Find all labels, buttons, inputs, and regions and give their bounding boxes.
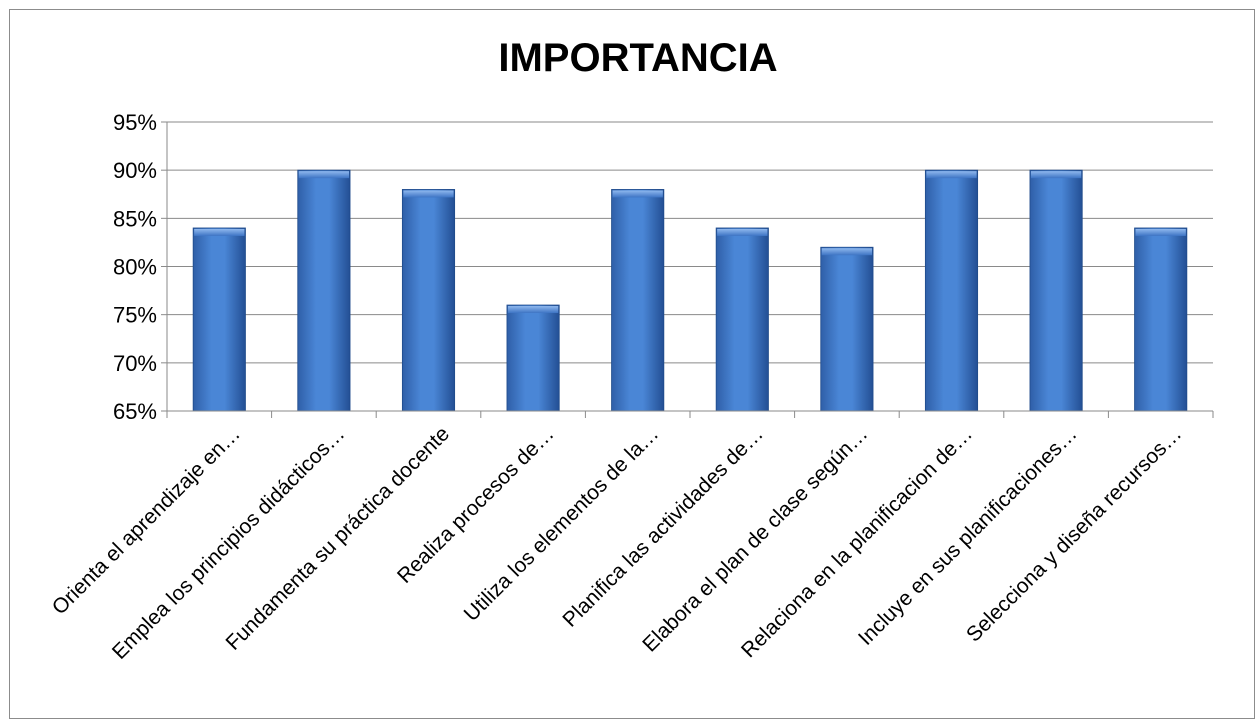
bar [1134,227,1188,412]
chart-title: IMPORTANCIA [498,36,778,80]
bar [1029,169,1083,412]
bar-cap [612,190,663,198]
bar-cap [194,228,245,236]
y-tick-label: 95% [113,110,157,135]
x-category-label: Emplea los principios didácticos… [108,422,350,664]
bar-cap [926,171,977,179]
x-category-label: Planifica las actividades de… [558,422,767,631]
bar [820,246,874,412]
y-tick-label: 70% [113,351,157,376]
x-category-label: Orienta el aprendizaje en… [48,422,245,619]
bar-cap [403,190,454,198]
bar [192,227,246,412]
bar [924,169,979,412]
bar [297,169,351,412]
bar [715,227,769,412]
x-axis-labels: Orienta el aprendizaje en…Emplea los pri… [48,422,1186,664]
x-category-label: Utiliza los elementos de la… [460,422,664,626]
bar [506,304,560,412]
bar [611,189,665,412]
x-category-label: Fundamenta su práctica docente [221,422,454,655]
x-category-label: Elabora el plan de clase según… [638,422,872,656]
x-category-label: Incluye en sus planificaciones… [854,422,1082,650]
y-tick-label: 85% [113,206,157,231]
y-tick-label: 90% [113,158,157,183]
bar-cap [507,306,559,314]
bar-cap [1030,171,1082,179]
y-tick-label: 75% [113,303,157,328]
bar-cap [1135,228,1186,236]
y-tick-label: 65% [113,399,157,424]
x-category-label: Selecciona y diseña recursos… [962,422,1186,646]
y-tick-label: 80% [113,255,157,280]
bar-cap [298,171,350,179]
bar-cap [821,248,873,256]
bars [167,169,1213,412]
bar-cap [717,228,768,236]
x-category-label: Relaciona en la planificacion de… [737,422,977,662]
y-axis-ticks: 65% 70% 75% 80% 85% 90% 95% [113,110,157,424]
bar [401,189,456,412]
